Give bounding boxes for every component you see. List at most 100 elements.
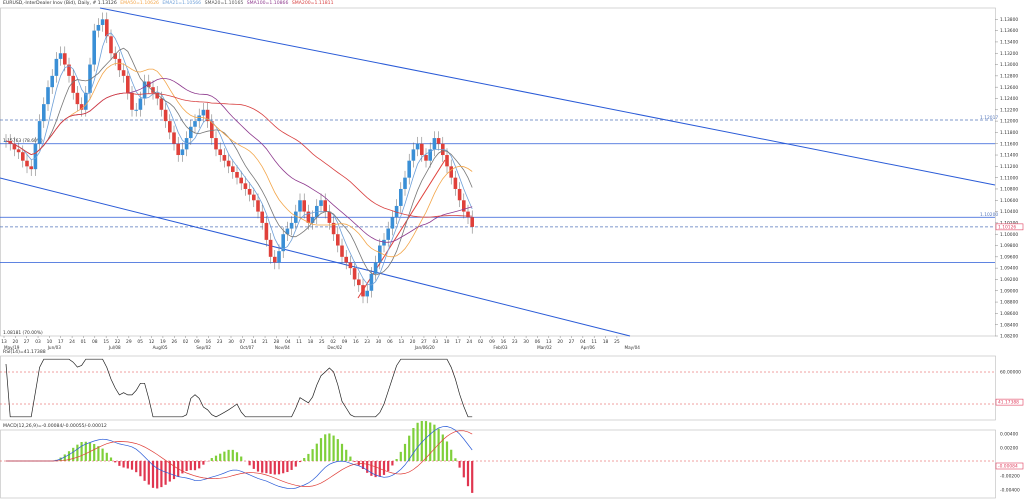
- candle-body: [159, 98, 164, 110]
- candle-body: [399, 188, 403, 206]
- candle-body: [235, 172, 239, 178]
- candle-body: [50, 75, 54, 88]
- candle-body: [310, 217, 315, 223]
- candle-body: [109, 36, 113, 54]
- candle-body: [4, 140, 8, 142]
- price-tick-label: 1.10400: [1000, 209, 1018, 215]
- x-tick-label: 26: [171, 339, 177, 345]
- x-tick-label: 07: [240, 339, 246, 345]
- candle-body: [54, 58, 59, 76]
- x-tick-label: 02: [183, 339, 189, 345]
- candle-body: [67, 64, 71, 76]
- candle-body: [79, 104, 84, 110]
- macd-pane-frame: [0, 429, 996, 499]
- level-label-top: 1.12017: [980, 115, 998, 121]
- candle-body: [407, 160, 411, 178]
- x-month-label: Jan/06/20: [414, 345, 435, 350]
- candle-body: [306, 211, 311, 223]
- candle-body: [84, 92, 88, 110]
- candle-body: [243, 183, 248, 189]
- x-tick-label: 02: [330, 339, 336, 345]
- price-tick-label: 1.10600: [1000, 198, 1018, 204]
- header-sma200: SMA200=1.11811: [291, 1, 334, 6]
- candle-body: [357, 279, 361, 286]
- x-tick-label: 08: [92, 339, 98, 345]
- price-tick-label: 1.13200: [1000, 51, 1018, 57]
- candle-body: [340, 245, 344, 257]
- candle-body: [63, 53, 67, 65]
- header-symbol: EURUSD,-InterDealer Inov (Bid), Daily, #…: [3, 1, 117, 6]
- candle-body: [445, 155, 449, 167]
- x-tick-label: 28: [274, 339, 280, 345]
- rsi-line: [5, 358, 473, 418]
- x-tick-label: 10: [47, 339, 53, 345]
- price-tick-label: 1.08800: [1000, 300, 1018, 306]
- price-tick-label: 1.10200: [1000, 220, 1018, 226]
- candle-body: [369, 273, 374, 291]
- candle-body: [394, 205, 399, 218]
- macd-signal-line: [6, 430, 473, 487]
- candle-body: [382, 239, 386, 246]
- x-tick-label: 14: [251, 339, 257, 345]
- channel-lower-line: [0, 177, 631, 337]
- price-tick-label: 1.09600: [1000, 254, 1018, 260]
- rsi-current-box: [995, 398, 1024, 406]
- candle-body: [197, 115, 201, 122]
- price-tick-label: 1.11200: [1000, 164, 1018, 170]
- price-pane-frame: [0, 7, 996, 337]
- price-tick-label: 1.11800: [1000, 130, 1018, 136]
- price-tick-label: 1.08600: [1000, 311, 1018, 317]
- candle-body: [218, 149, 222, 156]
- x-tick-label: 01: [81, 339, 87, 345]
- x-tick-label: 13: [398, 339, 404, 345]
- price-tick-label: 1.12200: [1000, 107, 1018, 113]
- x-tick-label: 13: [546, 339, 552, 345]
- x-tick-label: 25: [319, 339, 325, 345]
- candle-body: [373, 262, 378, 274]
- x-tick-label: 09: [489, 339, 495, 345]
- candle-body: [294, 211, 298, 223]
- x-tick-label: 20: [557, 339, 563, 345]
- x-tick-label: 04: [580, 339, 586, 345]
- candle-body: [37, 121, 42, 144]
- candle-body: [42, 104, 46, 122]
- candle-body: [126, 75, 130, 93]
- header-ema50: EMA50=1.10626: [120, 1, 159, 6]
- candle-body: [252, 194, 256, 201]
- candle-body: [12, 143, 17, 150]
- x-tick-label: 17: [455, 339, 461, 345]
- channel-upper-line: [99, 7, 996, 186]
- candle-body: [352, 268, 357, 280]
- candle-body: [16, 149, 21, 153]
- candle-body: [390, 217, 395, 229]
- x-tick-label: 06: [535, 339, 541, 345]
- candle-body: [420, 143, 424, 156]
- level-label-bottom: 1.08181 (70.00%): [3, 330, 43, 336]
- x-tick-label: 09: [342, 339, 348, 345]
- x-tick-label: 23: [512, 339, 518, 345]
- price-tick-label: 1.12600: [1000, 85, 1018, 91]
- candle-body: [138, 98, 143, 110]
- candle-body: [323, 200, 327, 212]
- x-tick-label: 22: [115, 339, 121, 345]
- candle-body: [151, 87, 155, 93]
- x-tick-label: 30: [228, 339, 234, 345]
- x-tick-label: 20: [13, 339, 19, 345]
- candle-body: [365, 290, 369, 297]
- candle-body: [172, 132, 176, 144]
- sma200-line: [5, 92, 473, 218]
- x-tick-label: 10: [444, 339, 450, 345]
- candle-body: [462, 200, 466, 212]
- candle-body: [247, 188, 252, 195]
- candle-body: [96, 24, 101, 31]
- candle-body: [180, 149, 185, 156]
- macd-line: [6, 426, 473, 490]
- x-tick-label: 16: [501, 339, 507, 345]
- candle-body: [92, 30, 96, 65]
- price-tick-label: 1.13400: [1000, 40, 1018, 46]
- price-tick-label: 1.13600: [1000, 28, 1018, 34]
- candle-body: [222, 155, 227, 161]
- x-tick-label: 06: [387, 339, 393, 345]
- x-tick-label: 23: [217, 339, 223, 345]
